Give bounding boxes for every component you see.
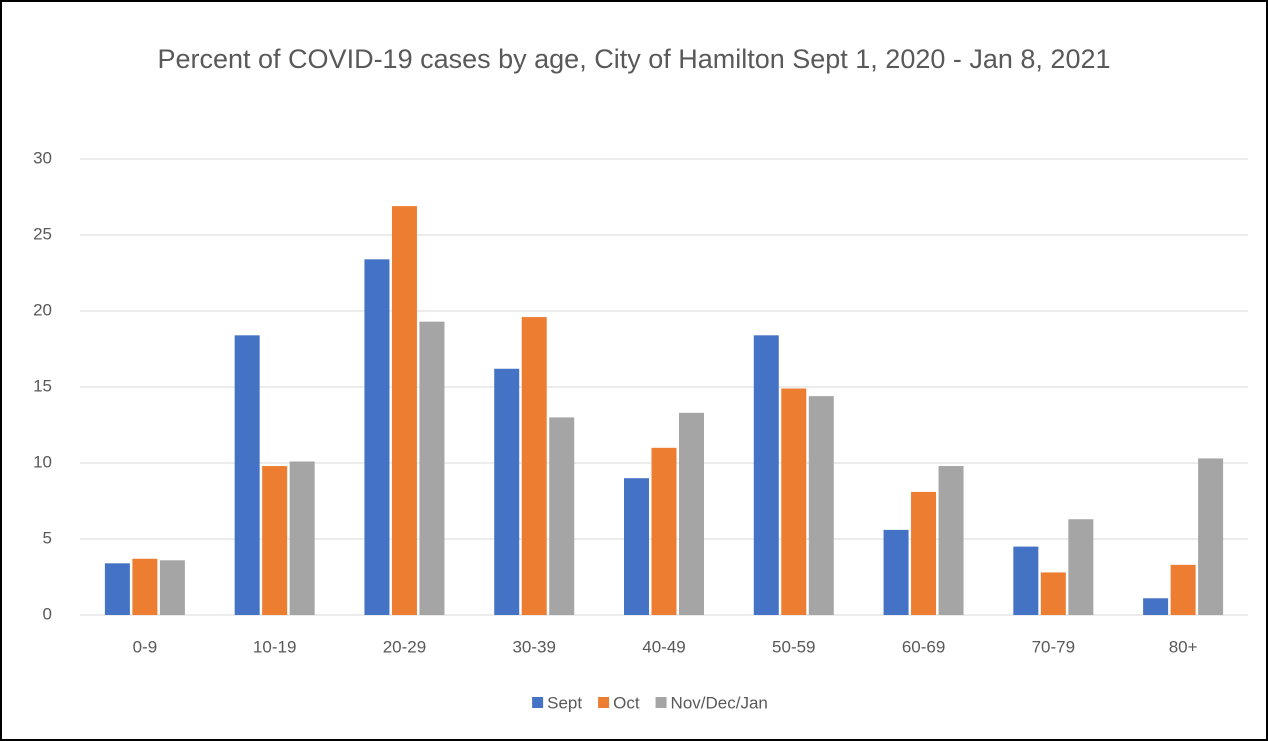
- bar: [753, 335, 779, 615]
- bar: [159, 560, 185, 615]
- bar: [1013, 546, 1039, 615]
- y-tick-label: 20: [33, 300, 52, 319]
- y-tick-label: 15: [33, 376, 52, 395]
- bar: [1170, 564, 1196, 615]
- bar: [808, 396, 834, 615]
- bar: [549, 417, 575, 615]
- x-tick-label: 20-29: [383, 637, 426, 656]
- x-tick-label: 0-9: [133, 637, 158, 656]
- x-tick-label: 10-19: [253, 637, 296, 656]
- y-tick-label: 10: [33, 452, 52, 471]
- y-tick-label: 0: [43, 604, 52, 623]
- bar: [651, 447, 677, 615]
- bar: [911, 491, 937, 615]
- x-tick-label: 30-39: [512, 637, 555, 656]
- bar: [1068, 519, 1094, 615]
- bar: [781, 388, 807, 615]
- legend-swatch: [598, 697, 610, 708]
- legend-label: Nov/Dec/Jan: [671, 693, 768, 712]
- x-tick-label: 50-59: [772, 637, 815, 656]
- y-tick-label: 30: [33, 148, 52, 167]
- bar: [234, 335, 260, 615]
- bar: [624, 478, 649, 615]
- bar: [262, 466, 288, 615]
- bar: [364, 259, 390, 615]
- y-tick-label: 5: [43, 528, 52, 547]
- bar: [132, 558, 158, 615]
- x-tick-label: 40-49: [642, 637, 685, 656]
- legend-swatch: [532, 697, 544, 708]
- legend-label: Sept: [547, 693, 582, 712]
- chart-title: Percent of COVID-19 cases by age, City o…: [157, 44, 1111, 74]
- bar: [938, 466, 964, 615]
- bar: [391, 206, 417, 615]
- x-tick-label: 60-69: [902, 637, 945, 656]
- bar: [521, 317, 547, 615]
- y-tick-label: 25: [33, 224, 52, 243]
- bar: [1198, 458, 1224, 615]
- legend-swatch: [655, 697, 667, 708]
- bar: [679, 412, 704, 615]
- legend-label: Oct: [613, 693, 640, 712]
- bar: [104, 563, 130, 615]
- bar: [289, 461, 315, 615]
- bar: [1143, 598, 1169, 615]
- x-tick-label: 70-79: [1032, 637, 1075, 656]
- bar: [1040, 572, 1066, 615]
- bar: [419, 321, 445, 615]
- bar: [883, 529, 909, 615]
- bar: [494, 368, 520, 615]
- x-tick-label: 80+: [1169, 637, 1198, 656]
